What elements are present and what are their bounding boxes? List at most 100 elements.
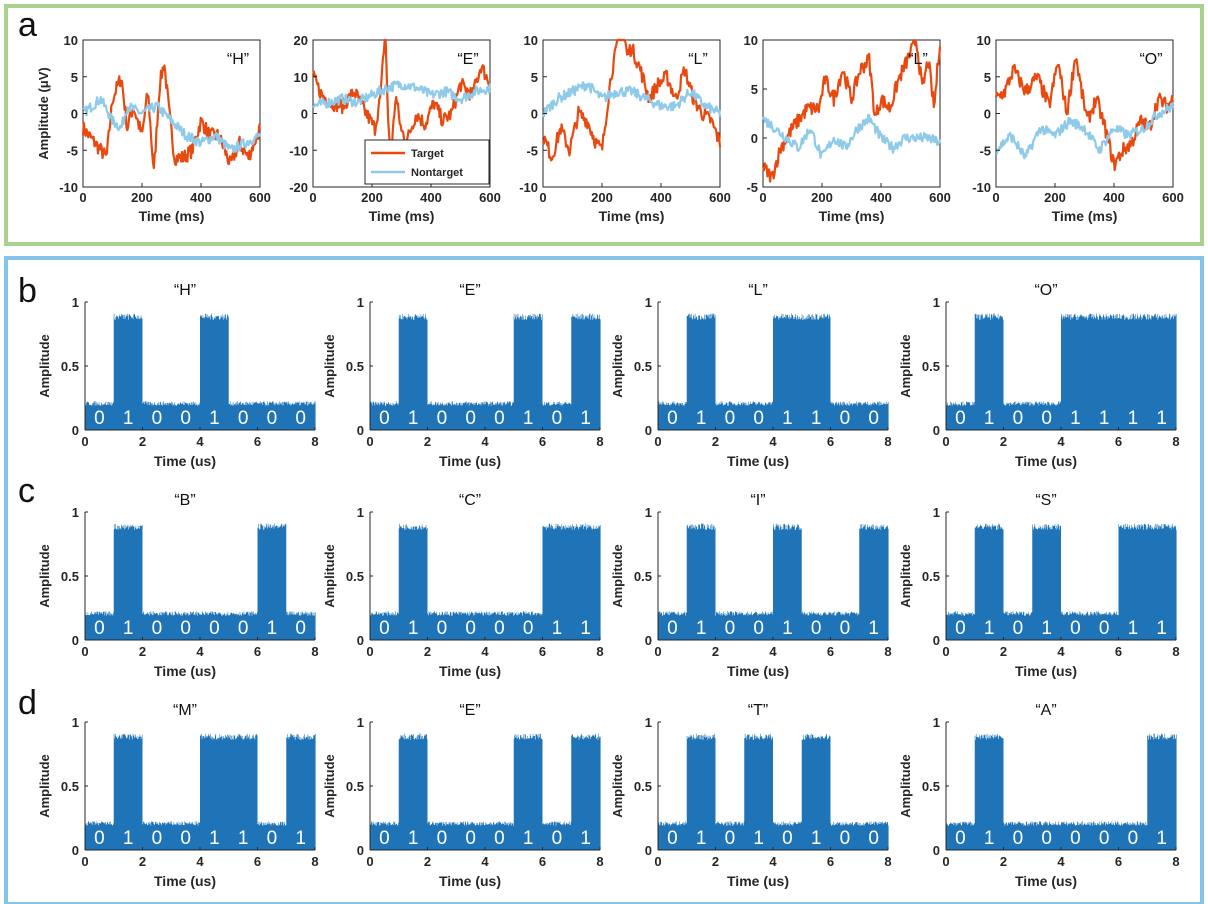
y-tick-label: 0.5: [61, 569, 79, 584]
bit-label: 0: [437, 828, 448, 849]
bit-label: 1: [1128, 408, 1139, 429]
x-axis-label: Time (us): [154, 453, 216, 469]
bit-label: 0: [1013, 618, 1024, 639]
bit-label: 0: [180, 618, 191, 639]
panel-letter-c: c: [18, 472, 35, 510]
y-axis-label: Amplitude: [898, 544, 913, 608]
series-line-nontarget: [995, 102, 1175, 160]
bit-label: 0: [667, 408, 678, 429]
bit-label: 1: [782, 408, 793, 429]
x-tick-label: 200: [131, 190, 153, 205]
x-tick-label: 6: [254, 644, 261, 659]
panel-a-frame: [4, 4, 1204, 246]
x-tick-label: 0: [366, 854, 373, 869]
y-tick-label: 10: [744, 33, 758, 48]
signal-bars: [85, 523, 316, 640]
y-tick-label: -5: [979, 143, 991, 158]
y-tick-label: 0: [301, 107, 308, 122]
bit-label: 0: [955, 618, 966, 639]
bit-label: 0: [667, 618, 678, 639]
y-tick-label: 0: [645, 843, 652, 858]
x-tick-label: 8: [311, 644, 318, 659]
x-tick-label: 2: [712, 434, 719, 449]
x-axis-label: Time (ms): [139, 208, 205, 224]
bit-label: 0: [840, 618, 851, 639]
bit-label: 0: [753, 618, 764, 639]
y-tick-label: -20: [289, 180, 308, 195]
y-tick-label: 1: [645, 505, 652, 520]
bit-label: 1: [408, 618, 419, 639]
bit-label: 0: [840, 408, 851, 429]
bit-label: 0: [667, 828, 678, 849]
y-tick-label: 0: [72, 633, 79, 648]
y-tick-label: 0: [72, 843, 79, 858]
bit-label: 0: [1013, 828, 1024, 849]
x-axis-label: Time (us): [727, 873, 789, 889]
bit-label: 0: [494, 828, 505, 849]
x-tick-label: 600: [929, 190, 951, 205]
bit-label: 1: [696, 828, 707, 849]
bit-label: 0: [753, 408, 764, 429]
y-tick-label: 0: [751, 131, 758, 146]
x-axis-label: Time (us): [154, 873, 216, 889]
x-tick-label: 0: [79, 190, 86, 205]
bit-label: 0: [1013, 408, 1024, 429]
y-tick-label: -10: [972, 180, 991, 195]
legend-box: [364, 139, 490, 185]
x-tick-label: 600: [1162, 190, 1184, 205]
x-tick-label: 4: [769, 644, 777, 659]
x-tick-label: 400: [190, 190, 212, 205]
bit-label: 1: [209, 828, 220, 849]
x-tick-label: 4: [196, 854, 204, 869]
bit-label: 1: [1041, 618, 1052, 639]
x-tick-label: 0: [81, 854, 88, 869]
y-tick-label: 0: [531, 107, 538, 122]
y-axis-label: Amplitude: [37, 544, 52, 608]
legend-label-nontarget: Nontarget: [411, 167, 463, 179]
subplot-title: “I”: [750, 492, 765, 509]
x-tick-label: 8: [311, 434, 318, 449]
subplot-title: “L”: [748, 282, 768, 299]
panel-bcd-frame: [4, 256, 1204, 904]
bit-label: 0: [152, 828, 163, 849]
bit-label: 1: [523, 828, 534, 849]
plot-area: [995, 39, 1174, 188]
x-axis-label: Time (us): [1015, 873, 1077, 889]
x-tick-label: 2: [1000, 854, 1007, 869]
x-tick-label: 6: [539, 434, 546, 449]
y-tick-label: 1: [357, 715, 364, 730]
subplot-title: “C”: [459, 492, 481, 509]
x-tick-label: 4: [481, 644, 489, 659]
bit-label: 0: [494, 618, 505, 639]
y-tick-label: 0.5: [922, 359, 940, 374]
y-tick-label: 0.5: [634, 779, 652, 794]
signal-bars: [946, 313, 1177, 430]
x-tick-label: 0: [759, 190, 766, 205]
bit-label: 0: [379, 828, 390, 849]
x-tick-label: 600: [709, 190, 731, 205]
subplot-title: “O”: [1139, 51, 1162, 68]
x-tick-label: 400: [870, 190, 892, 205]
x-tick-label: 200: [361, 190, 383, 205]
x-tick-label: 0: [81, 434, 88, 449]
bit-label: 0: [465, 828, 476, 849]
y-axis-label: Amplitude: [322, 544, 337, 608]
plot-area: [82, 39, 261, 188]
y-axis-label: Amplitude: [898, 754, 913, 818]
x-tick-label: 0: [81, 644, 88, 659]
y-tick-label: 5: [751, 82, 758, 97]
bit-label: 1: [580, 408, 591, 429]
bit-label: 1: [1156, 408, 1167, 429]
x-axis-label: Time (ms): [599, 208, 665, 224]
bit-label: 0: [94, 618, 105, 639]
y-tick-label: 0: [933, 843, 940, 858]
x-tick-label: 4: [1057, 434, 1065, 449]
x-tick-label: 8: [1172, 434, 1179, 449]
x-axis-label: Time (ms): [819, 208, 885, 224]
x-tick-label: 0: [366, 644, 373, 659]
bit-label: 0: [152, 408, 163, 429]
subplot-title: “M”: [173, 702, 197, 719]
bit-label: 0: [725, 828, 736, 849]
x-tick-label: 8: [884, 854, 891, 869]
y-tick-label: 0.5: [346, 359, 364, 374]
